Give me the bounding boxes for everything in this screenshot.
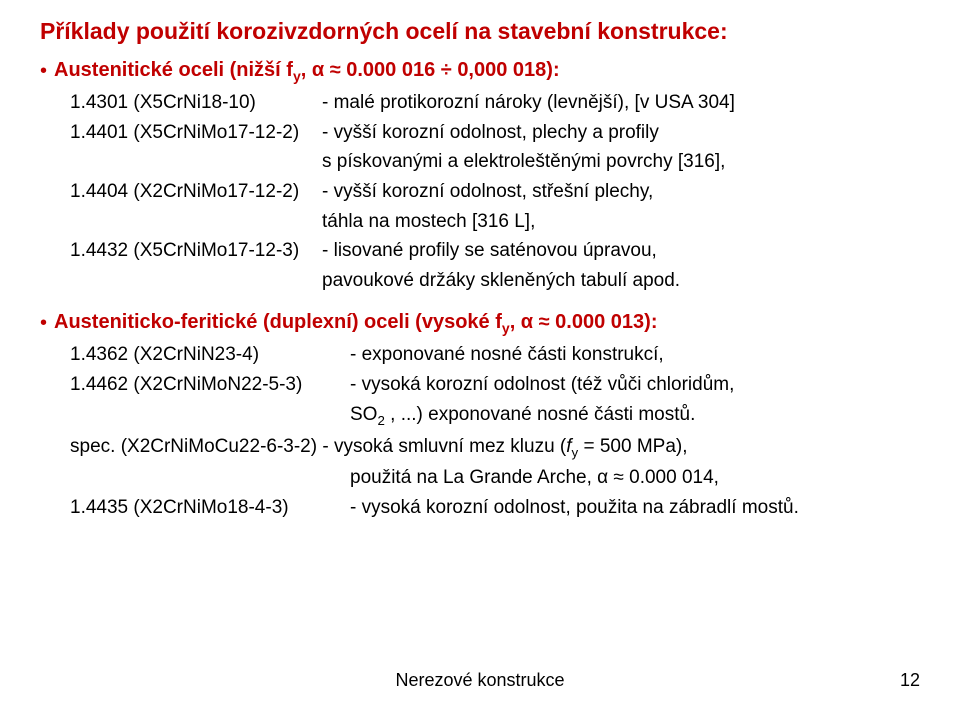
section1-head-bold: Austenitické oceli — [54, 59, 224, 81]
item-desc: - vyšší korozní odolnost, střešní plechy… — [322, 179, 920, 205]
item-desc: - vysoká korozní odolnost (též vůči chlo… — [350, 372, 920, 398]
item-cont: pavoukové držáky skleněných tabulí apod. — [322, 268, 920, 294]
section1-head-post: (nižší f — [224, 59, 293, 81]
section2-list: 1.4362 (X2CrNiN23-4) - exponované nosné … — [70, 342, 920, 520]
item-code: 1.4401 (X5CrNiMo17-12-2) — [70, 120, 322, 146]
spec-line: spec. (X2CrNiMoCu22-6-3-2) - vysoká smlu… — [70, 434, 920, 462]
spec-cont: použitá na La Grande Arche, α ≈ 0.000 01… — [70, 465, 920, 491]
so2-line: SO2 , ...) exponované nosné části mostů. — [70, 402, 920, 430]
item-code: 1.4301 (X5CrNi18-10) — [70, 90, 322, 116]
section1-list: 1.4301 (X5CrNi18-10) - malé protikorozní… — [70, 90, 920, 293]
item-desc: - vyšší korozní odolnost, plechy a profi… — [322, 120, 920, 146]
section2-head-bold: Austeniticko-feritické (duplexní) oceli — [54, 311, 410, 333]
list-item: 1.4404 (X2CrNiMo17-12-2) - vyšší korozní… — [70, 179, 920, 205]
list-item: 1.4301 (X5CrNi18-10) - malé protikorozní… — [70, 90, 920, 116]
item-desc: - exponované nosné části konstrukcí, — [350, 342, 920, 368]
section1-header: Austenitické oceli (nižší fy, α ≈ 0.000 … — [54, 59, 560, 84]
item-code: 1.4435 (X2CrNiMo18-4-3) — [70, 495, 350, 521]
section2-head-sub: y — [502, 320, 510, 336]
item-desc: - malé protikorozní nároky (levnější), [… — [322, 90, 920, 116]
so2-sub: 2 — [377, 413, 384, 428]
item-code: 1.4432 (X5CrNiMo17-12-3) — [70, 238, 322, 264]
section1-header-row: • Austenitické oceli (nižší fy, α ≈ 0.00… — [40, 59, 920, 90]
item-code: 1.4362 (X2CrNiN23-4) — [70, 342, 350, 368]
item-cont: táhla na mostech [316 L], — [322, 209, 920, 235]
section2-header-row: • Austeniticko-feritické (duplexní) ocel… — [40, 311, 920, 342]
footer-text: Nerezové konstrukce — [0, 670, 960, 691]
item-desc: - lisované profily se saténovou úpravou, — [322, 238, 920, 264]
section2-head-tail: , α ≈ 0.000 013): — [510, 311, 658, 333]
spacer — [40, 297, 920, 311]
bullet-icon: • — [40, 311, 54, 335]
section1-head-tail: , α ≈ 0.000 016 ÷ 0,000 018): — [301, 59, 560, 81]
item-code: 1.4462 (X2CrNiMoN22-5-3) — [70, 372, 350, 398]
section2-header: Austeniticko-feritické (duplexní) oceli … — [54, 311, 657, 336]
list-item: 1.4432 (X5CrNiMo17-12-3) - lisované prof… — [70, 238, 920, 264]
so2-pre: SO — [350, 404, 377, 425]
section1-head-sub: y — [293, 68, 301, 84]
so2-post: , ...) exponované nosné části mostů. — [385, 404, 696, 425]
list-item: 1.4435 (X2CrNiMo18-4-3) - vysoká korozní… — [70, 495, 920, 521]
page-title: Příklady použití korozivzdorných ocelí n… — [40, 18, 920, 45]
item-desc: - vysoká korozní odolnost, použita na zá… — [350, 495, 920, 521]
list-item: 1.4401 (X5CrNiMo17-12-2) - vyšší korozní… — [70, 120, 920, 146]
bullet-icon: • — [40, 59, 54, 83]
spec-pre: spec. (X2CrNiMoCu22-6-3-2) - vysoká smlu… — [70, 436, 566, 457]
item-cont: s pískovanými a elektroleštěnými povrchy… — [322, 149, 920, 175]
spec-mid: = 500 MPa), — [578, 436, 687, 457]
page-number: 12 — [900, 670, 920, 691]
list-item: 1.4462 (X2CrNiMoN22-5-3) - vysoká korozn… — [70, 372, 920, 398]
item-code: 1.4404 (X2CrNiMo17-12-2) — [70, 179, 322, 205]
section2-head-post: (vysoké f — [410, 311, 502, 333]
list-item: 1.4362 (X2CrNiN23-4) - exponované nosné … — [70, 342, 920, 368]
document-page: Příklady použití korozivzdorných ocelí n… — [0, 0, 960, 707]
